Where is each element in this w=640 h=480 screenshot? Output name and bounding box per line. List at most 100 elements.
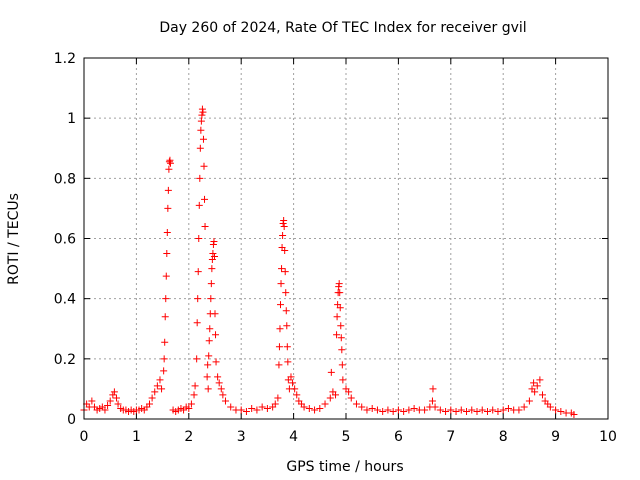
data-point-marker xyxy=(539,391,546,399)
data-point-marker xyxy=(217,385,225,393)
data-point-marker xyxy=(281,268,289,276)
data-point-marker xyxy=(88,397,96,405)
data-point-marker xyxy=(165,165,173,173)
data-point-marker xyxy=(146,400,153,408)
data-point-marker xyxy=(283,343,291,351)
data-point-marker xyxy=(207,280,215,288)
data-point-marker xyxy=(153,382,161,390)
data-point-marker xyxy=(347,394,355,402)
data-point-marker xyxy=(163,228,171,236)
data-point-marker xyxy=(494,407,502,415)
data-point-marker xyxy=(279,219,287,227)
data-point-marker xyxy=(258,403,266,411)
x-tick-label: 9 xyxy=(551,429,560,445)
data-point-marker xyxy=(384,406,392,414)
y-tick-label: 0.6 xyxy=(54,232,76,248)
data-point-marker xyxy=(160,355,168,363)
data-point-marker xyxy=(209,241,217,249)
data-point-marker xyxy=(164,204,172,212)
chart-title: Day 260 of 2024, Rate Of TEC Index for r… xyxy=(159,20,526,36)
data-point-marker xyxy=(110,388,118,396)
data-point-marker xyxy=(106,397,114,405)
data-point-marker xyxy=(478,406,486,414)
data-point-marker xyxy=(338,361,346,369)
data-point-marker xyxy=(278,265,286,273)
x-tick-label: 8 xyxy=(499,429,508,445)
data-point-marker xyxy=(428,397,436,405)
data-point-marker xyxy=(410,404,418,412)
data-point-marker xyxy=(204,361,212,369)
data-point-marker xyxy=(363,406,371,414)
data-point-marker xyxy=(207,295,215,303)
data-point-marker xyxy=(373,406,381,414)
data-point-marker xyxy=(531,388,539,396)
data-point-marker xyxy=(287,373,295,381)
data-point-marker xyxy=(336,304,344,312)
data-point-marker xyxy=(489,406,497,414)
data-point-marker xyxy=(557,407,565,415)
data-point-marker xyxy=(201,222,209,230)
data-point-marker xyxy=(326,394,334,402)
data-point-marker xyxy=(210,238,218,246)
data-point-marker xyxy=(201,195,209,203)
data-point-marker xyxy=(280,216,288,224)
data-point-marker xyxy=(196,144,204,152)
x-tick-label: 2 xyxy=(184,429,193,445)
data-point-marker xyxy=(212,331,220,339)
data-point-marker xyxy=(214,373,222,381)
data-point-marker xyxy=(429,385,437,393)
data-point-marker xyxy=(281,247,289,255)
data-point-marker xyxy=(112,394,120,402)
data-point-marker xyxy=(431,403,439,411)
x-tick-label: 6 xyxy=(394,429,403,445)
data-point-marker xyxy=(275,343,283,351)
data-point-marker xyxy=(283,322,291,330)
data-point-marker xyxy=(405,406,413,414)
data-point-marker xyxy=(280,222,288,230)
data-point-marker xyxy=(198,111,206,119)
data-point-marker xyxy=(197,117,205,125)
data-point-marker xyxy=(358,403,366,411)
y-tick-label: 0 xyxy=(67,412,76,428)
data-point-marker xyxy=(215,379,223,387)
data-point-marker xyxy=(166,159,174,167)
data-point-marker xyxy=(282,289,290,297)
data-point-marker xyxy=(200,162,208,170)
data-point-marker xyxy=(311,406,319,414)
data-point-marker xyxy=(394,406,402,414)
x-tick-label: 4 xyxy=(289,429,298,445)
data-point-marker xyxy=(483,407,491,415)
data-point-marker xyxy=(197,126,205,134)
y-axis-label: ROTI / TECUs xyxy=(6,193,22,285)
data-point-marker xyxy=(284,358,292,366)
data-point-marker xyxy=(148,394,156,402)
data-point-marker xyxy=(336,289,344,297)
data-point-marker xyxy=(279,231,287,239)
data-point-marker xyxy=(163,250,171,258)
data-point-marker xyxy=(162,272,170,280)
x-tick-label: 0 xyxy=(80,429,89,445)
data-point-marker xyxy=(210,253,218,261)
data-point-marker xyxy=(321,400,329,408)
data-point-marker xyxy=(160,367,168,375)
data-point-marker xyxy=(194,268,202,276)
data-point-marker xyxy=(368,404,376,412)
data-point-marker xyxy=(515,406,523,414)
data-point-marker xyxy=(379,407,387,415)
data-point-marker xyxy=(211,310,219,318)
data-point-marker xyxy=(333,313,341,321)
data-point-marker xyxy=(400,407,408,415)
data-point-marker xyxy=(447,406,455,414)
data-point-marker xyxy=(274,394,282,402)
data-point-marker xyxy=(191,382,199,390)
data-point-marker xyxy=(289,379,297,387)
data-point-marker xyxy=(221,397,229,405)
data-point-marker xyxy=(335,280,343,288)
data-point-marker xyxy=(195,201,203,209)
data-point-marker xyxy=(151,388,159,396)
y-tick-label: 0.4 xyxy=(54,292,76,308)
data-point-marker xyxy=(161,338,169,346)
data-point-marker xyxy=(162,295,170,303)
data-point-marker xyxy=(205,337,213,345)
